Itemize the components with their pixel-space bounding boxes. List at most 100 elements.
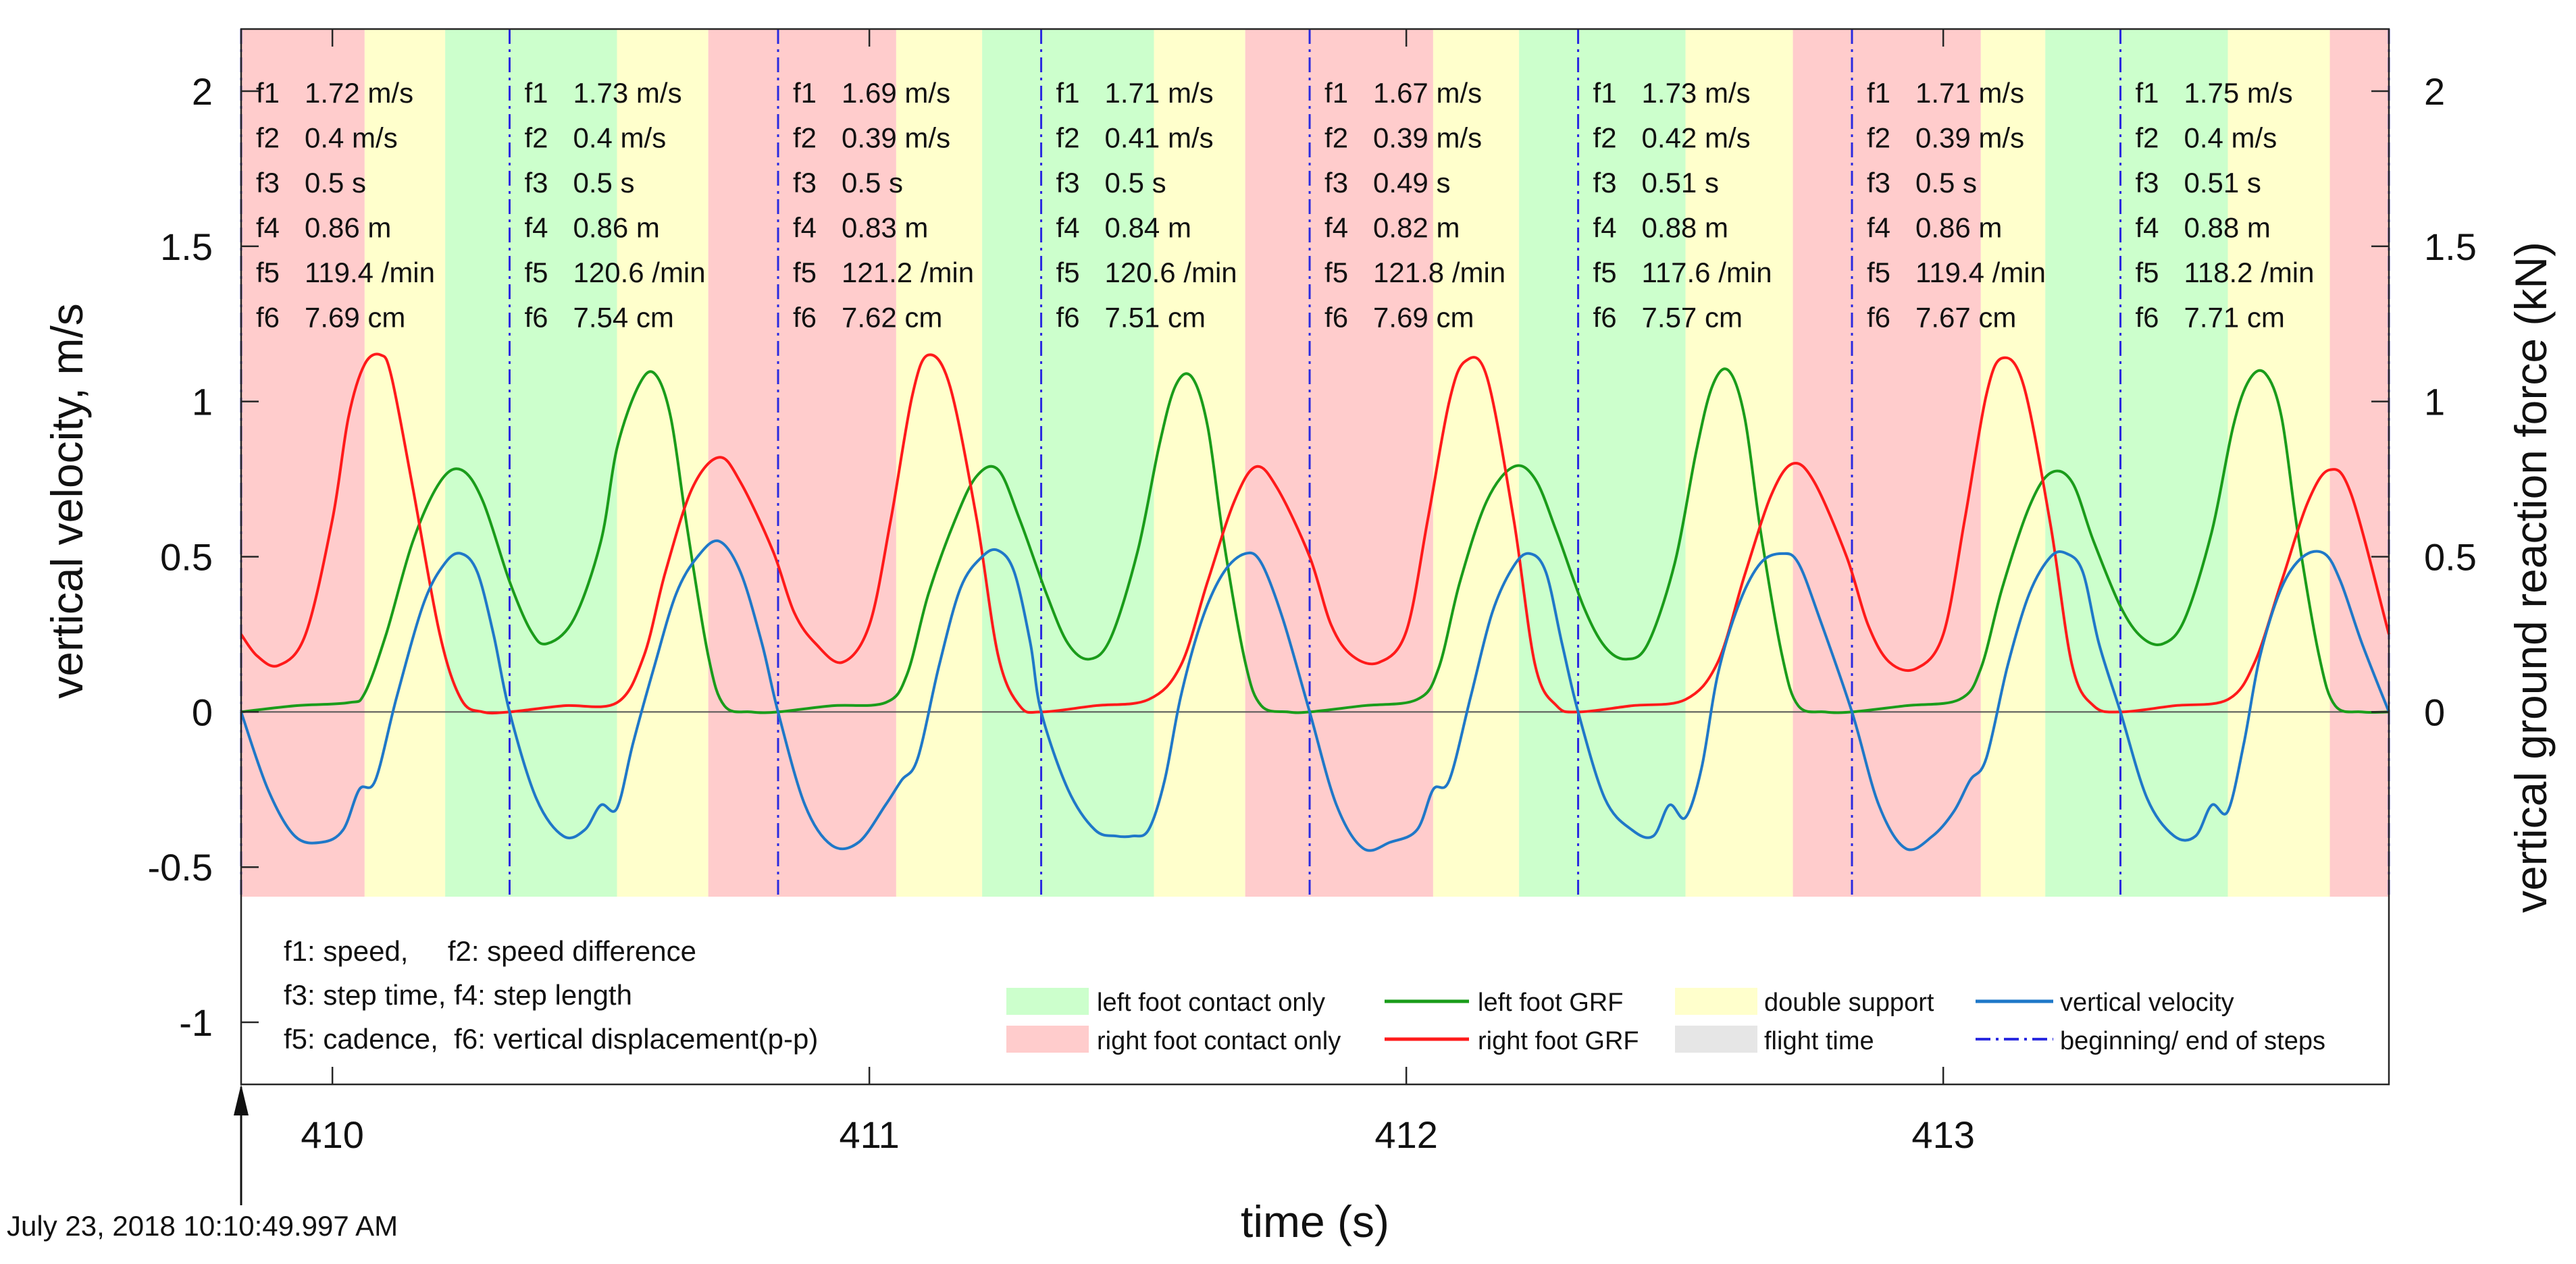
step-stat-key: f1 [525,77,548,109]
step-stat-value: 0.88 m [1642,212,1728,244]
vertical-velocity-series [240,539,2390,852]
legend-label-flight: flight time [1764,1027,1874,1055]
step-stat-value: 7.71 cm [2184,302,2285,334]
y-tick-label-left: 0 [192,691,213,733]
y-tick-label-right: 0 [2424,691,2445,733]
legend-swatch-flight [1675,1026,1757,1053]
step-stat-value: 0.5 s [1915,167,1977,199]
step-stat-value: 1.73 m/s [573,77,682,109]
x-tick-label: 410 [301,1113,363,1156]
step-stat-value: 120.6 /min [1105,257,1237,288]
step-stat-key: f3 [1867,167,1890,199]
phase-band-right [2329,29,2389,897]
phase-bands [241,29,2389,897]
phase-band-right [241,29,365,897]
step-stat-value: 0.5 s [1105,167,1166,199]
legend-label-right-grf: right foot GRF [1478,1027,1639,1055]
phase-band-double [617,29,709,897]
step-stat-value: 1.71 m/s [1915,77,2024,109]
right-foot-grf-series [240,352,2390,715]
step-stat-key: f5 [1867,257,1890,288]
series-lines [240,352,2390,852]
feature-legend-line-1: f1: speed, f2: speed difference [284,935,696,967]
phase-band-double [1980,29,2046,897]
y-axis-label-right: vertical ground reaction force (kN) [2506,242,2556,913]
feature-legend-line-3: f5: cadence, f6: vertical displacement(p… [284,1023,818,1055]
step-stat-value: 7.54 cm [573,302,674,334]
step-stat-key: f4 [256,212,280,244]
step-stat-value: 0.5 s [573,167,635,199]
step-stat-key: f1 [1867,77,1890,109]
step-stat-value: 7.69 cm [1373,302,1474,334]
step-stat-value: 0.39 m/s [1373,122,1482,154]
step-stat-value: 0.86 m [573,212,660,244]
step-stat-value: 0.5 s [842,167,903,199]
step-stat-key: f3 [1593,167,1617,199]
step-stat-value: 0.41 m/s [1105,122,1214,154]
step-stat-value: 0.5 s [305,167,366,199]
step-stat-value: 119.4 /min [1915,257,2046,288]
y-tick-label-right: 1.5 [2424,226,2477,268]
y-tick-label-left: 0.5 [160,536,213,579]
legend-label-double-support: double support [1764,989,1934,1017]
step-stat-key: f6 [2136,302,2159,334]
phase-band-double [364,29,446,897]
step-stat-key: f1 [256,77,280,109]
y-axis-label-left: vertical velocity, m/s [42,303,92,699]
step-stat-key: f6 [1867,302,1890,334]
legend-label-steps: beginning/ end of steps [2060,1027,2325,1055]
x-tick-label: 413 [1911,1113,1974,1156]
x-axis-label: time (s) [1241,1196,1389,1246]
step-stat-value: 1.75 m/s [2184,77,2293,109]
legend: left foot contact only right foot contac… [1006,988,2325,1055]
step-stat-key: f3 [525,167,548,199]
legend-label-velocity: vertical velocity [2060,989,2234,1017]
step-stat-key: f2 [793,122,817,154]
axes: -1 -0.5 0 0.5 1 1.5 2 0 0.5 1 1.5 2 410 411 412 413 [148,29,2477,1156]
legend-label-left-grf: left foot GRF [1478,989,1623,1017]
x-tick-label: 412 [1374,1113,1437,1156]
step-stat-key: f3 [1324,167,1348,199]
step-stat-key: f5 [256,257,280,288]
step-stat-value: 0.4 m/s [2184,122,2277,154]
step-stat-value: 0.51 s [2184,167,2261,199]
step-stat-key: f3 [1056,167,1080,199]
step-stat-value: 0.51 s [1642,167,1719,199]
step-stat-value: 0.4 m/s [305,122,398,154]
step-stat-key: f1 [1056,77,1080,109]
step-stat-key: f3 [793,167,817,199]
step-stat-value: 0.42 m/s [1642,122,1751,154]
phase-band-right [708,29,896,897]
phase-band-left [1519,29,1686,897]
step-stat-value: 1.72 m/s [305,77,413,109]
step-stat-value: 1.69 m/s [842,77,950,109]
step-stat-key: f6 [256,302,280,334]
step-stat-value: 0.83 m [842,212,928,244]
step-stat-key: f3 [256,167,280,199]
step-stat-value: 7.69 cm [305,302,405,334]
step-stat-key: f4 [525,212,548,244]
step-stat-value: 119.4 /min [305,257,435,288]
step-stats: f1 1.72 m/s f2 0.4 m/s f3 0.5 s f4 0.86 m f5 119.… [256,77,2315,334]
step-stat-key: f2 [1324,122,1348,154]
step-stat-key: f5 [525,257,548,288]
step-stat-key: f1 [793,77,817,109]
step-stat-key: f4 [1593,212,1617,244]
legend-label-left-contact: left foot contact only [1097,989,1325,1017]
step-stat-value: 0.86 m [1915,212,2002,244]
left-foot-grf-series [240,367,2390,714]
step-stat-key: f4 [1056,212,1080,244]
phase-band-left [982,29,1154,897]
phase-band-left [2045,29,2228,897]
step-stat-value: 0.39 m/s [1915,122,2024,154]
y-tick-label-left: 1.5 [160,226,213,268]
step-stat-value: 121.8 /min [1373,257,1505,288]
step-stat-value: 117.6 /min [1642,257,1772,288]
step-stat-key: f5 [1593,257,1617,288]
phase-band-double [2227,29,2330,897]
step-stat-value: 0.86 m [305,212,391,244]
step-stat-key: f4 [1867,212,1890,244]
y-tick-label-left: -0.5 [148,846,213,889]
timestamp: July 23, 2018 10:10:49.997 AM [7,1210,398,1242]
step-stat-value: 120.6 /min [573,257,706,288]
